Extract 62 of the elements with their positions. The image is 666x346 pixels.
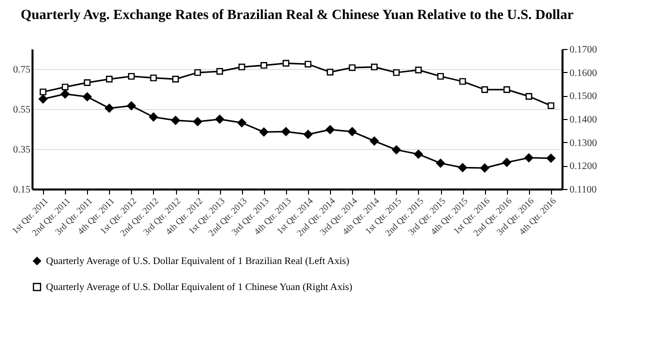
point bbox=[326, 125, 335, 134]
point bbox=[370, 64, 378, 70]
point bbox=[126, 101, 136, 110]
point bbox=[60, 90, 70, 98]
point bbox=[348, 64, 356, 72]
point bbox=[62, 84, 68, 90]
point bbox=[171, 116, 180, 125]
point bbox=[348, 127, 357, 136]
point bbox=[193, 117, 202, 126]
point bbox=[84, 79, 91, 86]
point bbox=[215, 114, 224, 124]
y2-tick-label: 0.1500 bbox=[570, 91, 597, 102]
y2-tick-label: 0.1100 bbox=[570, 184, 597, 196]
point bbox=[370, 136, 379, 146]
y-tick-label: 0.35 bbox=[13, 144, 30, 156]
y-tick-label: 0.15 bbox=[13, 184, 30, 196]
point bbox=[194, 69, 201, 76]
point bbox=[260, 62, 268, 69]
chart-title: Quarterly Avg. Exchange Rates of Brazilian Real & Chinese Yuan Relative to the U.S. Dollar bbox=[20, 8, 574, 23]
point bbox=[172, 76, 179, 82]
point bbox=[281, 127, 290, 136]
legend-label: Quarterly Average of U.S. Dollar Equivalent of 1 Brazilian Real (Left Axis) bbox=[46, 256, 350, 267]
y2-tick-label: 0.1700 bbox=[570, 44, 597, 56]
point bbox=[480, 164, 490, 172]
point bbox=[106, 76, 113, 82]
point bbox=[526, 93, 532, 100]
legend-label: Quarterly Average of U.S. Dollar Equivalent of 1 Chinese Yuan (Right Axis) bbox=[46, 282, 352, 293]
point bbox=[458, 163, 468, 172]
point bbox=[82, 92, 92, 102]
point bbox=[148, 112, 158, 122]
point bbox=[503, 86, 510, 93]
point bbox=[414, 150, 423, 159]
point bbox=[502, 158, 512, 167]
y2-tick-label: 0.1300 bbox=[570, 138, 597, 149]
point bbox=[304, 130, 313, 139]
point bbox=[437, 72, 444, 80]
point bbox=[548, 102, 554, 110]
point bbox=[524, 153, 534, 162]
y-tick-label: 0.75 bbox=[13, 64, 30, 76]
point bbox=[546, 154, 556, 163]
point bbox=[304, 60, 312, 68]
y2-tick-label: 0.1600 bbox=[570, 68, 597, 79]
point bbox=[436, 158, 446, 168]
point bbox=[38, 94, 48, 104]
y-tick-label: 0.55 bbox=[13, 104, 30, 116]
y2-tick-label: 0.1200 bbox=[570, 161, 597, 172]
point bbox=[415, 66, 422, 74]
point bbox=[259, 128, 268, 136]
point bbox=[40, 88, 46, 96]
point bbox=[282, 60, 290, 67]
point bbox=[104, 104, 114, 113]
point bbox=[326, 68, 334, 76]
y2-tick-label: 0.1400 bbox=[570, 114, 597, 126]
point bbox=[216, 68, 224, 75]
point bbox=[128, 72, 135, 80]
point bbox=[393, 69, 400, 76]
point bbox=[459, 78, 466, 85]
point bbox=[237, 118, 246, 128]
point bbox=[481, 86, 488, 93]
point bbox=[392, 145, 401, 154]
point bbox=[150, 74, 157, 82]
point bbox=[238, 64, 246, 70]
